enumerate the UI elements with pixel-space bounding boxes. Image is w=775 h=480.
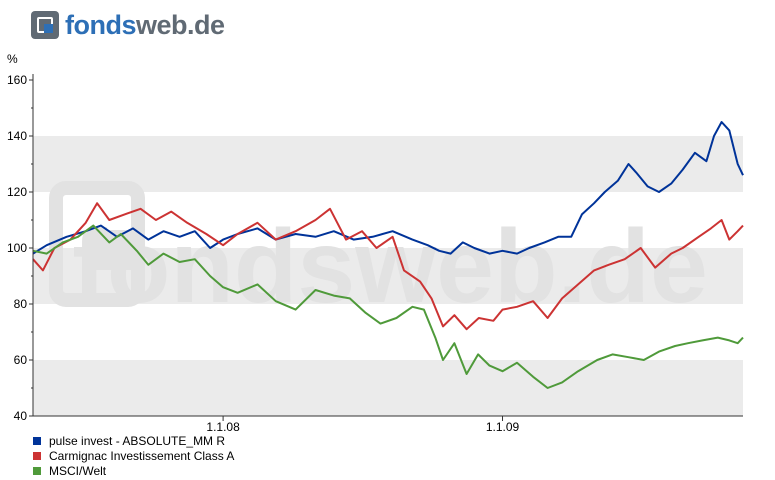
series-line-2 xyxy=(32,202,744,331)
watermark-logo-square xyxy=(92,230,138,270)
y-tick-label: 40 xyxy=(14,409,28,423)
grid-band xyxy=(33,136,743,192)
watermark-logo-icon xyxy=(49,181,145,307)
y-tick-label: 100 xyxy=(7,241,27,255)
legend: pulse invest - ABSOLUTE_MM R Carmignac In… xyxy=(33,433,234,478)
logo-wordmark: fondsweb.de xyxy=(65,10,225,41)
grid-band xyxy=(33,360,743,416)
x-tick-label: 1.1.09 xyxy=(486,420,520,434)
fondsweb-logo-icon xyxy=(31,11,59,39)
y-tick-label: 80 xyxy=(14,297,28,311)
legend-swatch xyxy=(33,466,41,475)
legend-item: Carmignac Investissement Class A xyxy=(33,448,234,463)
legend-swatch xyxy=(33,451,41,460)
y-tick-label: 160 xyxy=(7,73,27,87)
y-axis-ticks: 40 60 80 100 120 140 160 xyxy=(7,73,33,423)
series-layer xyxy=(32,121,744,389)
y-axis-unit: % xyxy=(7,52,18,66)
legend-label: MSCI/Welt xyxy=(49,463,107,478)
legend-item: pulse invest - ABSOLUTE_MM R xyxy=(33,433,234,448)
legend-swatch xyxy=(33,436,41,445)
y-tick-label: 60 xyxy=(14,353,28,367)
y-tick-label: 140 xyxy=(7,129,27,143)
legend-label: Carmignac Investissement Class A xyxy=(49,448,235,463)
legend-label: pulse invest - ABSOLUTE_MM R xyxy=(49,433,226,448)
legend-item: MSCI/Welt xyxy=(33,463,234,478)
logo-text-part1: fonds xyxy=(65,9,137,40)
grid-band xyxy=(33,248,743,304)
watermark-text: fondsweb.de xyxy=(72,209,708,325)
logo-text-part2: web.de xyxy=(136,9,225,40)
y-tick-label: 120 xyxy=(7,185,27,199)
fondsweb-logo: fondsweb.de xyxy=(31,8,225,42)
x-tick-label: 1.1.08 xyxy=(206,420,240,434)
series-line-1 xyxy=(32,121,744,255)
series-line-3 xyxy=(32,224,744,389)
grid-bands xyxy=(33,136,743,416)
axes xyxy=(32,74,743,417)
x-axis-ticks: 1.1.08 1.1.09 xyxy=(206,416,520,434)
